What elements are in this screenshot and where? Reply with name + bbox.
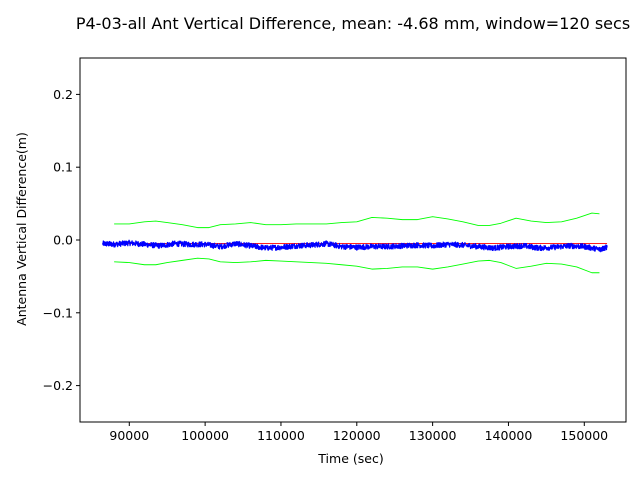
- chart-title: P4-03-all Ant Vertical Difference, mean:…: [76, 14, 630, 33]
- series-vertical-difference: [102, 239, 608, 253]
- y-tick-label: 0.0: [53, 233, 73, 248]
- x-tick-label: 110000: [257, 428, 305, 443]
- x-tick-label: 100000: [181, 428, 229, 443]
- x-tick-label: 120000: [333, 428, 381, 443]
- y-axis-label: Antenna Vertical Difference(m): [14, 132, 29, 326]
- series-layer: [102, 212, 608, 274]
- series-upper-bound: [114, 212, 600, 229]
- x-axis-label: Time (sec): [317, 451, 383, 466]
- y-tick-label: −0.2: [43, 378, 73, 393]
- x-tick-label: 140000: [485, 428, 533, 443]
- x-tick-label: 130000: [409, 428, 457, 443]
- x-tick-label: 150000: [560, 428, 608, 443]
- y-tick-label: 0.1: [53, 160, 73, 175]
- series-lower-bound: [114, 257, 600, 274]
- x-tick-label: 90000: [109, 428, 149, 443]
- y-tick-label: −0.1: [43, 305, 73, 320]
- y-tick-label: 0.2: [53, 87, 73, 102]
- ticks-layer: 90000 100000 110000 120000 130000 140000 15000…: [43, 87, 609, 443]
